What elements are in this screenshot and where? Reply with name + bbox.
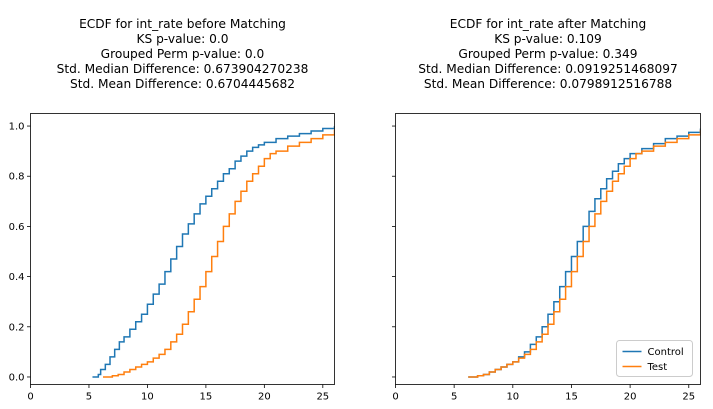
chart-title-line: Grouped Perm p-value: 0.0 xyxy=(101,47,265,61)
y-tick-label: 0.4 xyxy=(9,272,25,283)
chart-title-line: Std. Median Difference: 0.0919251468097 xyxy=(418,62,677,76)
x-tick-label: 5 xyxy=(86,392,92,403)
y-tick-label: 0.2 xyxy=(9,322,25,333)
x-tick-label: 15 xyxy=(565,392,578,403)
legend-label-test: Test xyxy=(647,362,668,373)
chart-title-line: Std. Mean Difference: 0.0798912516788 xyxy=(424,77,672,91)
y-tick-label: 0.0 xyxy=(9,372,25,383)
y-tick-label: 0.6 xyxy=(9,222,25,233)
x-tick-label: 25 xyxy=(316,392,329,403)
x-tick-label: 5 xyxy=(451,392,457,403)
x-tick-label: 15 xyxy=(200,392,213,403)
legend-label-control: Control xyxy=(648,347,684,358)
chart-title-line: KS p-value: 0.0 xyxy=(136,32,228,46)
legend-box xyxy=(616,340,693,377)
control-ecdf-line xyxy=(468,128,701,378)
control-ecdf-line xyxy=(92,126,335,378)
x-tick-label: 20 xyxy=(258,392,271,403)
chart-title-line: KS p-value: 0.109 xyxy=(494,32,602,46)
x-tick-label: 20 xyxy=(624,392,637,403)
chart-title-line: ECDF for int_rate before Matching xyxy=(79,17,286,31)
x-tick-label: 0 xyxy=(27,392,33,403)
x-tick-label: 0 xyxy=(392,392,398,403)
chart-title-line: Std. Mean Difference: 0.6704445682 xyxy=(70,77,295,91)
test-ecdf-line xyxy=(102,129,335,378)
x-tick-label: 10 xyxy=(506,392,519,403)
x-tick-label: 25 xyxy=(682,392,695,403)
chart-title-line: Std. Median Difference: 0.673904270238 xyxy=(57,62,309,76)
plot-area xyxy=(92,126,335,378)
y-tick-label: 0.8 xyxy=(9,172,25,183)
axes-frame xyxy=(395,113,701,385)
test-ecdf-line xyxy=(468,129,701,378)
chart-title-line: Grouped Perm p-value: 0.349 xyxy=(458,47,637,61)
y-tick-label: 1.0 xyxy=(9,122,25,133)
x-tick-label: 10 xyxy=(141,392,154,403)
axes-frame xyxy=(30,113,335,385)
chart-title-line: ECDF for int_rate after Matching xyxy=(450,17,646,31)
legend: Control Test xyxy=(616,340,693,377)
plot-area xyxy=(468,128,701,378)
